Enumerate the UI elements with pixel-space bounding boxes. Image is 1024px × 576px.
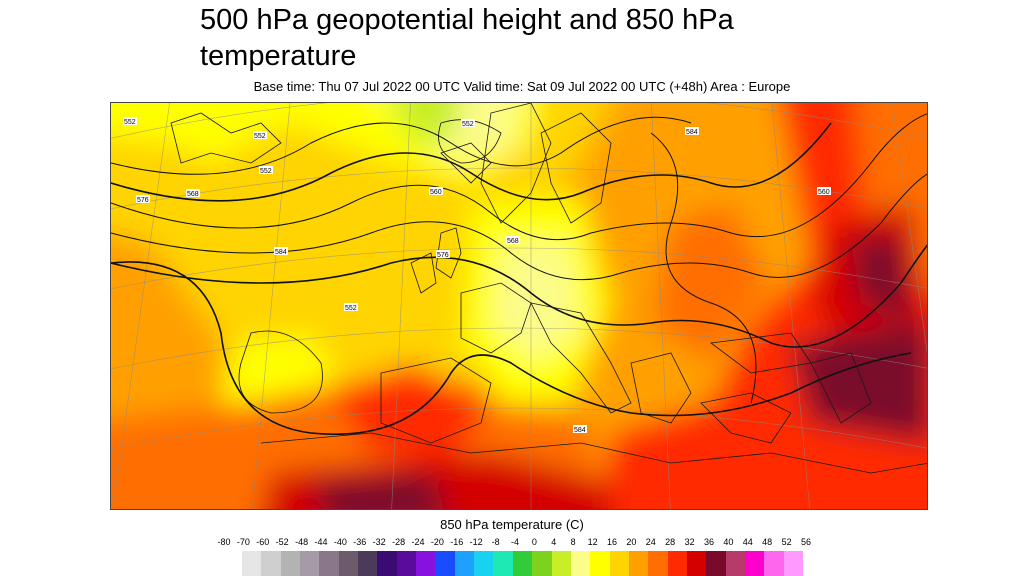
- colorbar-tick-label: -20: [430, 537, 444, 547]
- map-canvas: 552 552 552 560 568 576 552 568 576 584 …: [111, 103, 927, 509]
- colorbar-swatch: [512, 551, 533, 576]
- contour-label: 584: [686, 129, 698, 136]
- contour-label: 584: [275, 249, 287, 256]
- colorbar-tick-label: -32: [372, 537, 386, 547]
- colorbar-swatch: [493, 551, 513, 576]
- colorbar-swatch: [474, 551, 494, 576]
- colorbar-tick-label: 56: [800, 537, 812, 547]
- coastlines: [170, 103, 927, 474]
- colorbar-swatch: [300, 551, 320, 576]
- contour-label: 552: [462, 121, 474, 128]
- colorbar-tick-label: 24: [645, 537, 656, 547]
- contour-label: 560: [818, 189, 830, 196]
- colorbar-tick-label: 16: [606, 537, 618, 547]
- colorbar-tick-label: -8: [491, 537, 500, 547]
- colorbar-tick-label: -40: [333, 537, 347, 547]
- colorbar-swatch: [628, 551, 649, 576]
- colorbar-swatch: [280, 551, 301, 576]
- contour-label: 568: [507, 238, 519, 245]
- colorbar-swatch: [783, 551, 803, 576]
- colorbar-swatch: [377, 551, 397, 576]
- contour-label: 576: [137, 197, 149, 204]
- colorbar-swatch: [242, 551, 262, 576]
- geopotential-contours: [111, 113, 927, 436]
- colorbar-swatch: [261, 551, 281, 576]
- colorbar-tick-label: 0: [531, 537, 537, 547]
- colorbar-ticks: -80 -70 -60 -52 -48 -44 -40 -36 -32 -28 -24 -20 -16-…: [216, 537, 816, 549]
- colorbar-tick-label: -48: [295, 537, 309, 547]
- colorbar-swatch: [532, 551, 552, 576]
- temperature-field: [111, 103, 927, 509]
- weather-map: 552 552 552 560 568 576 552 568 576 584 …: [110, 102, 928, 510]
- contour-label: 552: [345, 305, 357, 312]
- colorbar-tick-label: 12: [587, 537, 598, 547]
- colorbar-swatch: [686, 551, 707, 576]
- colorbar-swatch: [764, 551, 784, 576]
- colorbar-tick-label: 52: [781, 537, 792, 547]
- colorbar-tick-label: -52: [275, 537, 289, 547]
- colorbar-swatch: [725, 551, 745, 576]
- colorbar-tick-label: -60: [256, 537, 270, 547]
- colorbar-tick-label: 8: [570, 537, 576, 547]
- colorbar-tick-label: 4: [551, 537, 557, 547]
- colorbar-tick-label: -70: [236, 537, 250, 547]
- chart-title: 500 hPa geopotential height and 850 hPa …: [200, 4, 734, 72]
- colorbar-tick-label: 20: [626, 537, 637, 547]
- colorbar-swatch: [609, 551, 629, 576]
- colorbar-tick-label: 40: [723, 537, 734, 547]
- colorbar-tick-label: 44: [742, 537, 753, 547]
- contour-label: 552: [124, 119, 136, 126]
- contour-label: 552: [260, 168, 272, 175]
- colorbar-swatch: [338, 551, 359, 576]
- colorbar-tick-label: -44: [314, 537, 328, 547]
- colorbar-tick-label: -28: [392, 537, 406, 547]
- colorbar-swatch: [648, 551, 668, 576]
- colorbar-tick-label: 28: [665, 537, 676, 547]
- colorbar-tick-label: -4: [510, 537, 520, 547]
- colorbar-tick-label: -12: [469, 537, 483, 547]
- colorbar-swatch: [590, 551, 610, 576]
- colorbar-swatch: [667, 551, 687, 576]
- colorbar-swatch: [416, 551, 436, 576]
- colorbar-title: 850 hPa temperature (C): [440, 517, 584, 532]
- colorbar-swatch: [454, 551, 475, 576]
- contour-label: 568: [187, 191, 199, 198]
- contour-label: 584: [574, 427, 586, 434]
- colorbar-tick-label: -36: [353, 537, 367, 547]
- colorbar-swatch: [570, 551, 591, 576]
- contour-labels: 552 552 552 560 568 576 552 568 576 584 …: [123, 117, 831, 434]
- contour-label: 552: [254, 133, 266, 140]
- colorbar-tick-label: -80: [217, 537, 231, 547]
- colorbar-tick-label: -16: [450, 537, 464, 547]
- colorbar-swatch: [319, 551, 339, 576]
- colorbar-tick-label: 48: [762, 537, 773, 547]
- colorbar-tick-label: 32: [684, 537, 695, 547]
- colorbar-swatch: [358, 551, 378, 576]
- chart-subtitle: Base time: Thu 07 Jul 2022 00 UTC Valid …: [253, 79, 791, 94]
- colorbar-swatch: [744, 551, 765, 576]
- contour-label: 560: [430, 189, 442, 196]
- colorbar-swatch: [396, 551, 417, 576]
- colorbar-swatch: [706, 551, 726, 576]
- colorbar: [242, 551, 803, 576]
- colorbar-swatch: [551, 551, 571, 576]
- colorbar-tick-label: -24: [411, 537, 425, 547]
- contour-label: 576: [437, 252, 449, 259]
- colorbar-swatch: [435, 551, 455, 576]
- colorbar-tick-label: 36: [703, 537, 715, 547]
